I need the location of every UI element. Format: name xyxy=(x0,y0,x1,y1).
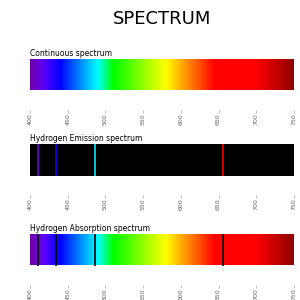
Text: Continuous spectrum: Continuous spectrum xyxy=(30,49,112,58)
Text: SPECTRUM: SPECTRUM xyxy=(113,11,211,28)
Text: Hydrogen Emission spectrum: Hydrogen Emission spectrum xyxy=(30,134,142,143)
Text: Hydrogen Absorption spectrum: Hydrogen Absorption spectrum xyxy=(30,224,150,233)
